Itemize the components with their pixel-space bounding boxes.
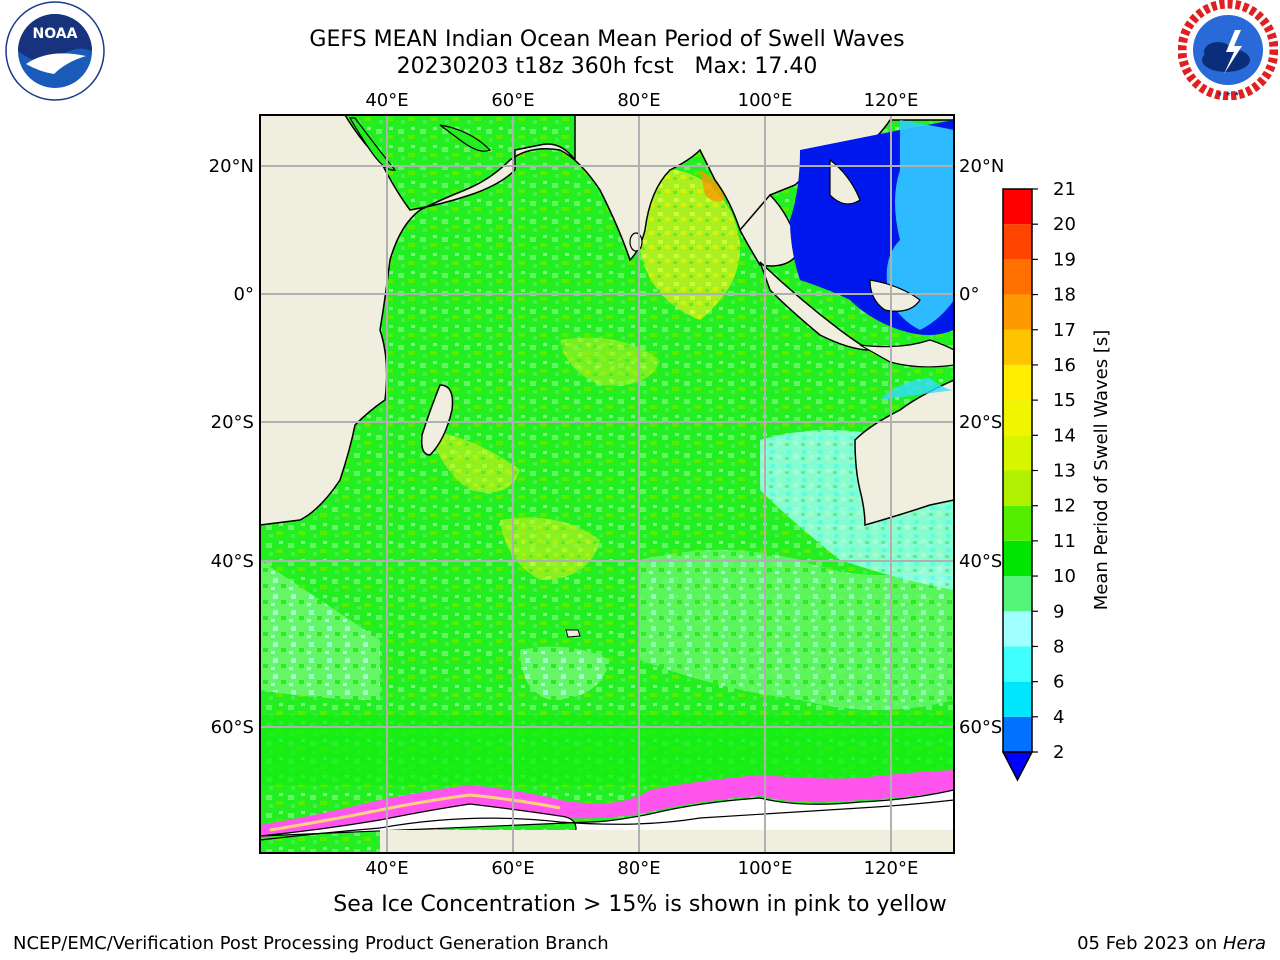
lon-label: 80°E: [617, 90, 660, 111]
colorbar-segment: [1003, 681, 1032, 717]
colorbar-tick-label: 13: [1053, 461, 1076, 482]
lon-label: 100°E: [738, 90, 793, 111]
lat-label: 40°S: [959, 551, 1002, 572]
colorbar-segment: [1003, 470, 1032, 506]
colorbar-tick-label: 15: [1053, 390, 1076, 411]
colorbar-segment: [1003, 716, 1032, 752]
land-madagascar: [420, 384, 454, 456]
map-title: GEFS MEAN Indian Ocean Mean Period of Sw…: [309, 27, 905, 52]
lon-label: 120°E: [864, 858, 919, 879]
land-java: [859, 339, 954, 368]
colorbar-segment: [1003, 189, 1032, 225]
swell-low-zone-south: [640, 550, 954, 710]
lon-label: 40°E: [365, 90, 408, 111]
colorbar: 2 4 6 8 9 10 11 12 13 14 15 16 17 18 19 20 21 Mean Perio…: [1001, 179, 1112, 782]
lat-label: 20°N: [209, 156, 254, 177]
swell-low-zone-west: [260, 560, 380, 700]
colorbar-segment: [1003, 294, 1032, 330]
noaa-logo-text: NOAA: [33, 26, 78, 42]
sea-ice-caption: Sea Ice Concentration > 15% is shown in …: [333, 892, 947, 917]
lat-label: 60°S: [959, 717, 1002, 738]
lat-label: 0°: [959, 284, 979, 305]
lon-label: 60°E: [491, 858, 534, 879]
colorbar-tick-label: 6: [1053, 672, 1064, 693]
lat-label: 20°S: [959, 412, 1002, 433]
land-sri-lanka: [629, 232, 643, 252]
colorbar-segment: [1003, 364, 1032, 401]
colorbar-segment: [1003, 329, 1032, 365]
colorbar-tick-label: 14: [1053, 425, 1076, 446]
colorbar-segment: [1003, 224, 1032, 260]
lat-label: 40°S: [211, 551, 254, 572]
map-frame: [259, 114, 955, 854]
svg-text:★ ★ ★: ★ ★ ★: [1216, 90, 1239, 98]
lat-label: 20°S: [211, 412, 254, 433]
swell-light-patch: [520, 646, 610, 700]
footer-date: 05 Feb 2023 on Hera: [1077, 933, 1266, 955]
colorbar-label: Mean Period of Swell Waves [s]: [1091, 330, 1112, 611]
lat-labels-left: 20°N 0° 20°S 40°S 60°S: [209, 156, 254, 738]
colorbar-tick-label: 20: [1053, 214, 1076, 235]
forecast-subtitle: 20230203 t18z 360h fcst Max: 17.40: [396, 54, 818, 79]
colorbar-segments: [1003, 189, 1032, 752]
colorbar-segment: [1003, 505, 1032, 541]
colorbar-segment: [1003, 400, 1032, 436]
lon-labels-bottom: 40°E 60°E 80°E 100°E 120°E: [365, 858, 918, 879]
colorbar-tick-label: 18: [1053, 285, 1076, 306]
lat-labels-right: 20°N 0° 20°S 40°S 60°S: [959, 156, 1004, 738]
lon-label: 40°E: [365, 858, 408, 879]
colorbar-segment: [1003, 540, 1032, 577]
colorbar-tick-label: 16: [1053, 355, 1076, 376]
sea-ice-band: [260, 770, 954, 838]
colorbar-segment: [1003, 646, 1032, 682]
bay-of-bengal-yellow: [640, 168, 740, 320]
lat-label: 20°N: [959, 156, 1004, 177]
graticule: [260, 115, 954, 853]
colorbar-tick-label: 21: [1053, 179, 1076, 200]
footer-host: Hera: [1222, 933, 1266, 954]
nws-logo: ★ ★ ★: [1178, 0, 1278, 100]
colorbar-tick-label: 11: [1053, 531, 1076, 552]
map-area: [260, 115, 954, 853]
lon-labels-top: 40°E 60°E 80°E 100°E 120°E: [365, 90, 918, 111]
lon-label: 100°E: [738, 858, 793, 879]
lat-label: 60°S: [211, 717, 254, 738]
land-africa-asia: [260, 115, 954, 526]
lon-label: 80°E: [617, 858, 660, 879]
colorbar-segment: [1003, 435, 1032, 471]
colorbar-tick-label: 8: [1053, 636, 1064, 657]
colorbar-tick-label: 12: [1053, 496, 1076, 517]
colorbar-tick-label: 2: [1053, 742, 1064, 763]
colorbar-tick-label: 10: [1053, 566, 1076, 587]
land-australia: [854, 379, 954, 526]
colorbar-tick-label: 4: [1053, 707, 1064, 728]
colorbar-segment: [1003, 259, 1032, 295]
colorbar-tick-label: 19: [1053, 249, 1076, 270]
colorbar-under-arrow: [1001, 751, 1034, 782]
noaa-logo: NOAA: [5, 1, 105, 101]
colorbar-tick-label: 9: [1053, 601, 1064, 622]
lon-label: 60°E: [491, 90, 534, 111]
lat-label: 0°: [234, 284, 254, 305]
colorbar-segment: [1003, 611, 1032, 647]
footer-date-text: 05 Feb 2023 on: [1077, 933, 1223, 954]
colorbar-segment: [1003, 576, 1032, 612]
footer-credit: NCEP/EMC/Verification Post Processing Pr…: [13, 933, 609, 954]
colorbar-tick-label: 17: [1053, 320, 1076, 341]
land-kerguelen: [565, 629, 581, 638]
colorbar-ticks: 2 4 6 8 9 10 11 12 13 14 15 16 17 18 19 20 21: [1032, 179, 1076, 763]
lon-label: 120°E: [864, 90, 919, 111]
